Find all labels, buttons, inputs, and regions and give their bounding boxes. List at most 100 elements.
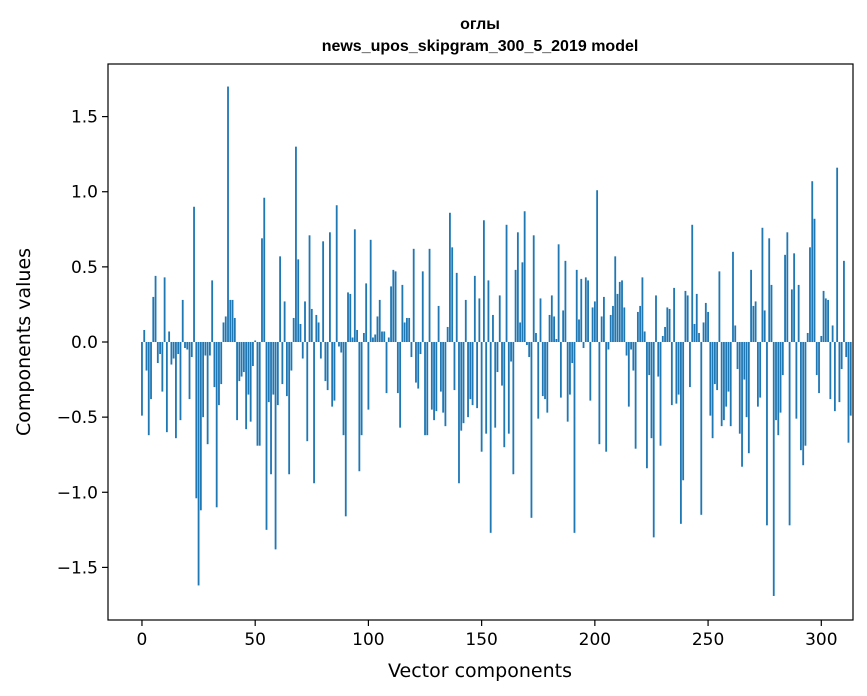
- bar-257: [723, 342, 725, 421]
- bar-76: [313, 342, 315, 484]
- bar-144: [467, 342, 469, 418]
- bar-161: [505, 224, 508, 342]
- bar-256: [720, 342, 723, 427]
- bar-253: [713, 342, 716, 385]
- bar-277: [768, 238, 771, 342]
- bar-223: [646, 342, 648, 469]
- bar-183: [555, 338, 558, 342]
- bar-268: [747, 342, 750, 454]
- bar-115: [401, 284, 404, 342]
- bar-61: [279, 256, 281, 342]
- bar-301: [822, 290, 825, 342]
- bar-241: [686, 295, 689, 342]
- bar-79: [319, 342, 322, 359]
- bar-259: [727, 342, 730, 392]
- bar-68: [295, 146, 297, 342]
- x-tick-label: 150: [465, 630, 497, 650]
- bar-171: [528, 342, 531, 358]
- bar-133: [442, 342, 445, 413]
- bar-69: [297, 259, 300, 342]
- bar-52: [258, 342, 261, 446]
- bar-153: [487, 280, 490, 342]
- y-axis-ticks: −1.5 −1.0 −0.5 0.0 0.5 1.0 1.5: [57, 108, 108, 578]
- bar-22: [190, 342, 193, 358]
- bar-33: [215, 342, 218, 508]
- bar-110: [390, 286, 392, 342]
- bar-12: [168, 331, 171, 342]
- x-tick-label: 100: [352, 630, 384, 650]
- y-axis-label: Components values: [13, 248, 35, 436]
- bar-226: [652, 342, 655, 538]
- bar-177: [541, 342, 544, 397]
- bar-134: [444, 342, 447, 427]
- bar-299: [818, 342, 820, 394]
- bar-175: [537, 342, 540, 419]
- bar-141: [460, 342, 463, 431]
- bar-203: [600, 316, 603, 342]
- bar-292: [802, 342, 805, 466]
- bar-6: [154, 275, 157, 342]
- bar-245: [695, 293, 698, 342]
- bar-35: [220, 342, 223, 385]
- bar-172: [530, 342, 533, 518]
- bar-53: [261, 238, 263, 342]
- bar-287: [790, 289, 793, 342]
- bar-217: [632, 342, 635, 371]
- bar-214: [625, 342, 628, 356]
- bar-67: [292, 317, 295, 342]
- bar-77: [315, 314, 318, 342]
- bar-184: [557, 244, 560, 342]
- bar-164: [512, 342, 515, 475]
- bar-283: [781, 342, 784, 376]
- bar-90: [344, 342, 347, 517]
- bar-26: [199, 342, 202, 511]
- bar-91: [347, 292, 349, 342]
- bar-200: [593, 301, 596, 342]
- bar-19: [184, 342, 186, 349]
- bar-210: [616, 293, 619, 342]
- bar-185: [559, 342, 562, 398]
- bar-55: [265, 342, 268, 530]
- bar-149: [478, 298, 481, 342]
- bar-190: [571, 342, 574, 364]
- bar-124: [421, 271, 424, 342]
- bar-202: [598, 342, 601, 445]
- bar-228: [657, 342, 660, 377]
- bar-162: [507, 342, 510, 434]
- bar-17: [179, 342, 182, 421]
- bar-199: [591, 307, 594, 342]
- bar-99: [365, 283, 368, 342]
- bar-208: [612, 305, 614, 342]
- bar-152: [485, 342, 488, 434]
- bar-47: [247, 342, 250, 395]
- bar-4: [150, 342, 152, 400]
- bar-289: [795, 342, 798, 419]
- bar-87: [338, 342, 340, 347]
- bar-260: [729, 342, 732, 427]
- bar-125: [424, 342, 426, 436]
- bar-97: [360, 342, 363, 436]
- bar-218: [634, 342, 637, 449]
- bar-74: [308, 235, 311, 342]
- bar-11: [165, 342, 168, 433]
- bar-120: [412, 248, 415, 342]
- bar-212: [621, 280, 623, 342]
- bar-181: [550, 295, 553, 342]
- bar-243: [691, 224, 694, 342]
- bar-165: [514, 269, 517, 342]
- bar-285: [786, 232, 789, 342]
- bar-280: [775, 342, 777, 421]
- bar-75: [310, 308, 313, 342]
- bar-160: [503, 342, 506, 448]
- bar-9: [161, 342, 164, 392]
- bar-193: [578, 319, 580, 342]
- bar-302: [824, 298, 827, 342]
- bar-41: [233, 317, 236, 342]
- bar-204: [603, 296, 605, 342]
- bar-88: [340, 342, 343, 353]
- bar-192: [575, 269, 578, 342]
- bar-85: [333, 342, 336, 401]
- bar-206: [607, 342, 610, 350]
- bar-221: [641, 277, 644, 342]
- bar-272: [756, 342, 759, 407]
